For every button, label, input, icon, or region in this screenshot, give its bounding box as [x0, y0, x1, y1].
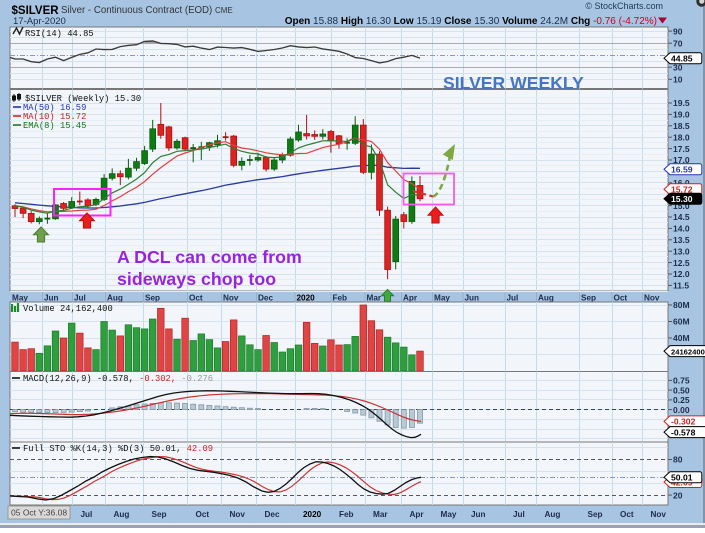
svg-text:44.85: 44.85 — [671, 54, 693, 64]
svg-text:Aug: Aug — [107, 294, 123, 303]
svg-text:MACD(12,26,9) -0.578, -0.302,: MACD(12,26,9) -0.578, -0.302, -0.276 — [23, 374, 213, 384]
svg-text:50.01: 50.01 — [671, 473, 693, 483]
svg-text:12.0: 12.0 — [673, 269, 690, 279]
svg-text:Full STO %K(14,3) %D(3) 50.01,: Full STO %K(14,3) %D(3) 50.01, 42.09 — [23, 444, 213, 454]
svg-text:SILVER WEEKLY: SILVER WEEKLY — [443, 73, 584, 93]
svg-text:MA(50) 16.59: MA(50) 16.59 — [23, 103, 86, 113]
svg-text:12.5: 12.5 — [673, 258, 690, 268]
svg-text:Oct: Oct — [620, 510, 634, 519]
svg-text:14.5: 14.5 — [673, 212, 690, 222]
svg-text:15.30: 15.30 — [671, 194, 693, 204]
svg-text:May: May — [434, 294, 450, 303]
svg-text:© StockCharts.com: © StockCharts.com — [585, 1, 663, 11]
svg-text:Aug: Aug — [114, 510, 130, 519]
svg-text:0.00: 0.00 — [673, 405, 690, 415]
svg-text:80M: 80M — [673, 300, 690, 310]
svg-text:18.5: 18.5 — [673, 121, 690, 131]
svg-text:15.72: 15.72 — [671, 185, 693, 195]
svg-text:Volume 24,162,400: Volume 24,162,400 — [23, 304, 113, 314]
svg-text:13.5: 13.5 — [673, 235, 690, 245]
svg-text:Aug: Aug — [545, 510, 561, 519]
svg-text:Dec: Dec — [258, 294, 273, 303]
svg-text:13.0: 13.0 — [673, 246, 690, 256]
svg-text:80: 80 — [673, 455, 683, 465]
svg-text:17.0: 17.0 — [673, 155, 690, 165]
svg-text:17-Apr-2020: 17-Apr-2020 — [13, 16, 66, 27]
svg-text:Jun: Jun — [44, 294, 59, 303]
svg-text:0.25: 0.25 — [673, 395, 690, 405]
svg-text:May: May — [12, 294, 28, 303]
svg-text:20: 20 — [673, 490, 683, 500]
svg-text:19.0: 19.0 — [673, 110, 690, 120]
svg-text:sideways chop too: sideways chop too — [117, 269, 276, 289]
svg-text:Oct: Oct — [196, 510, 210, 519]
svg-text:24162400: 24162400 — [671, 347, 705, 356]
svg-text:MA(10) 15.72: MA(10) 15.72 — [23, 112, 86, 122]
svg-text:Oct: Oct — [189, 294, 203, 303]
svg-text:Dec: Dec — [265, 510, 280, 519]
svg-text:$SILVER: $SILVER — [12, 5, 60, 17]
svg-text:Silver - Continuous Contract (: Silver - Continuous Contract (EOD) CME — [61, 5, 233, 16]
svg-text:11.5: 11.5 — [673, 281, 689, 291]
svg-text:10: 10 — [673, 75, 683, 85]
svg-text:2020: 2020 — [303, 510, 322, 519]
svg-text:Jul: Jul — [81, 510, 93, 519]
svg-text:Nov: Nov — [644, 294, 660, 303]
svg-text:Sep: Sep — [152, 510, 167, 519]
svg-text:Jun: Jun — [471, 510, 486, 519]
svg-text:30: 30 — [673, 62, 683, 72]
svg-text:Nov: Nov — [223, 294, 239, 303]
svg-text:Feb: Feb — [339, 510, 354, 519]
svg-text:Oct: Oct — [614, 294, 628, 303]
svg-text:Open 15.88 High 16.30 Low 15.1: Open 15.88 High 16.30 Low 15.19 Close 15… — [285, 16, 657, 27]
svg-text:Sep: Sep — [145, 294, 160, 303]
svg-text:40M: 40M — [673, 333, 690, 343]
svg-text:$SILVER (Weekly) 15.30: $SILVER (Weekly) 15.30 — [25, 94, 141, 104]
svg-text:A DCL can come from: A DCL can come from — [117, 247, 302, 267]
svg-text:Jul: Jul — [507, 294, 519, 303]
svg-text:0.50: 0.50 — [673, 385, 690, 395]
svg-text:Nov: Nov — [230, 510, 246, 519]
svg-text:05 Oct Y:36.08: 05 Oct Y:36.08 — [11, 508, 67, 518]
svg-text:Nov: Nov — [651, 510, 667, 519]
svg-text:Jun: Jun — [465, 294, 480, 303]
svg-text:RSI(14) 44.85: RSI(14) 44.85 — [25, 29, 94, 39]
svg-text:60M: 60M — [673, 317, 690, 327]
svg-text:90: 90 — [673, 26, 683, 36]
svg-text:2020: 2020 — [297, 294, 316, 303]
svg-text:Mar: Mar — [367, 294, 382, 303]
svg-text:Apr: Apr — [410, 510, 425, 519]
svg-text:16.0: 16.0 — [673, 178, 690, 188]
svg-text:Sep: Sep — [588, 510, 603, 519]
svg-text:Mar: Mar — [373, 510, 388, 519]
svg-text:Apr: Apr — [403, 294, 418, 303]
svg-text:70: 70 — [673, 38, 683, 48]
svg-text:16.59: 16.59 — [671, 165, 693, 175]
svg-text:Aug: Aug — [538, 294, 554, 303]
svg-text:-0.578: -0.578 — [671, 427, 696, 437]
svg-text:14.0: 14.0 — [673, 224, 690, 234]
svg-text:18.0: 18.0 — [673, 132, 690, 142]
svg-text:Jul: Jul — [513, 510, 525, 519]
svg-text:17.5: 17.5 — [673, 144, 690, 154]
svg-text:EMA(8) 15.45: EMA(8) 15.45 — [23, 121, 86, 131]
svg-text:0.75: 0.75 — [673, 376, 690, 386]
svg-text:Sep: Sep — [581, 294, 596, 303]
svg-text:May: May — [441, 510, 457, 519]
svg-text:-0.302: -0.302 — [671, 417, 696, 427]
svg-text:19.5: 19.5 — [673, 98, 690, 108]
svg-text:Jul: Jul — [74, 294, 86, 303]
svg-text:15.0: 15.0 — [673, 201, 690, 211]
svg-text:Feb: Feb — [333, 294, 348, 303]
